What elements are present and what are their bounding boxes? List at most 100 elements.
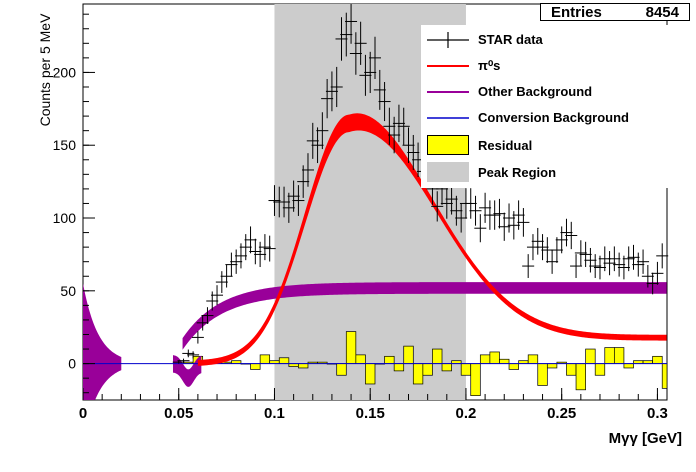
y-tick-label: 200 — [53, 64, 77, 80]
legend-item-pi0: π⁰s — [421, 53, 683, 79]
residual-bar — [613, 347, 625, 364]
data-point — [565, 221, 578, 250]
data-point — [354, 21, 367, 65]
data-point — [488, 200, 501, 230]
residual-bar — [489, 351, 500, 364]
data-point — [637, 249, 650, 274]
data-point — [191, 331, 204, 344]
other-bg-line-icon — [427, 91, 469, 93]
residual-bar — [441, 363, 452, 372]
data-point — [402, 127, 415, 164]
residual-bar — [652, 355, 663, 364]
data-point — [455, 203, 468, 233]
data-point — [254, 241, 267, 268]
data-point — [330, 66, 343, 108]
residual-bar — [585, 348, 596, 364]
residual-bar — [575, 363, 586, 391]
y-tick-label: 100 — [53, 210, 77, 226]
data-point — [311, 127, 324, 164]
data-point — [512, 200, 525, 230]
data-point — [570, 254, 583, 278]
y-tick-label: 150 — [53, 137, 77, 153]
residual-bar — [432, 348, 443, 364]
data-point — [627, 244, 640, 270]
data-point — [531, 227, 544, 255]
data-point — [584, 247, 597, 273]
data-point — [546, 249, 559, 274]
residual-bar — [259, 354, 271, 364]
x-tick-label: 0 — [79, 405, 87, 422]
data-point — [589, 254, 602, 278]
residual-bar — [527, 354, 539, 364]
data-point — [187, 351, 200, 359]
other-background-dip-band — [172, 355, 202, 387]
x-tick-label: 0.15 — [356, 405, 385, 422]
y-tick-label: 0 — [68, 356, 76, 372]
x-tick-label: 0.1 — [264, 405, 285, 422]
legend-label-data: STAR data — [478, 32, 543, 47]
legend: STAR data π⁰s Other Background Conversio… — [421, 25, 683, 188]
data-point — [278, 186, 291, 218]
residual-bar — [604, 347, 615, 364]
x-tick-label: 0.25 — [547, 405, 576, 422]
y-axis-label: Counts per 5 MeV — [37, 13, 53, 127]
residual-bar — [623, 363, 634, 369]
stats-box: Entries 8454 — [540, 3, 690, 21]
data-point — [397, 107, 410, 145]
data-point — [249, 238, 262, 265]
residual-bar — [422, 363, 433, 376]
data-point — [555, 226, 568, 254]
residual-bar — [508, 363, 519, 370]
data-point — [603, 251, 616, 276]
x-tick-label: 0.3 — [647, 405, 668, 422]
stats-entries-value: 8454 — [645, 3, 679, 21]
data-point — [201, 307, 214, 324]
data-point — [373, 69, 386, 110]
residual-bar — [403, 345, 414, 364]
data-point — [268, 185, 281, 216]
residual-bar — [250, 363, 261, 370]
x-tick-label: 0.2 — [456, 405, 477, 422]
residual-bar — [355, 354, 366, 364]
data-point — [340, 12, 353, 57]
data-point — [498, 212, 511, 241]
other-background-lowmass-band — [83, 283, 122, 400]
legend-label-other: Other Background — [478, 84, 593, 99]
residual-swatch-icon — [427, 135, 469, 155]
data-point — [440, 188, 453, 219]
data-point — [325, 71, 338, 112]
data-point — [392, 104, 405, 143]
data-point — [345, 4, 358, 44]
data-point — [215, 271, 228, 293]
data-point — [493, 198, 506, 229]
data-point — [196, 315, 209, 331]
residual-bar — [594, 363, 606, 376]
data-point — [225, 252, 238, 277]
data-point — [182, 349, 195, 358]
data-point — [503, 203, 516, 233]
conversion-bg-line-icon — [427, 117, 469, 119]
data-marker-icon — [427, 32, 469, 48]
legend-label-residual: Residual — [478, 138, 533, 153]
data-point — [450, 195, 463, 226]
data-point — [383, 107, 396, 145]
residual-bar — [336, 363, 347, 376]
legend-label-conversion: Conversion Background — [478, 110, 629, 125]
data-point — [651, 261, 664, 285]
data-point — [177, 358, 190, 363]
data-point — [608, 246, 621, 272]
residual-bar — [412, 363, 424, 385]
data-point — [469, 195, 482, 226]
data-point — [378, 82, 391, 122]
residual-bar — [460, 363, 472, 376]
data-point — [206, 291, 219, 311]
data-point — [522, 254, 535, 278]
data-point — [479, 192, 492, 223]
data-point — [574, 240, 587, 266]
residual-bar — [537, 363, 548, 386]
data-point — [407, 134, 420, 171]
data-point — [301, 153, 314, 187]
data-point — [579, 241, 592, 268]
data-point — [292, 185, 305, 216]
data-point — [613, 252, 626, 277]
